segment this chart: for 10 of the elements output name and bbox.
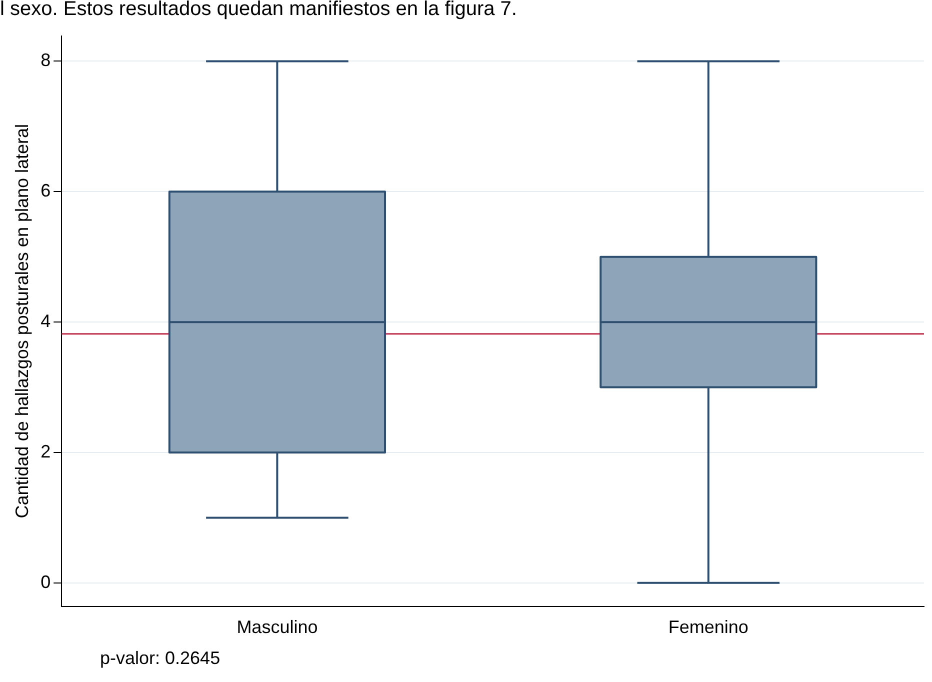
y-tick-label: 6 xyxy=(40,180,51,201)
text: p-valor: 0.2645 xyxy=(100,648,220,669)
y-tick-label: 8 xyxy=(40,50,51,70)
text: l sexo. Estos resultados quedan manifiestos en la figura 7. xyxy=(0,0,517,21)
y-tick-label: 2 xyxy=(40,441,51,462)
y-tick-label: 4 xyxy=(40,311,51,332)
y-tick-label: 0 xyxy=(40,572,51,592)
x-tick-label: Femenino xyxy=(668,617,748,638)
y-axis-title: Cantidad de hallazgos posturales en plano lateral xyxy=(12,124,32,518)
x-tick-label: Masculino xyxy=(236,617,318,638)
